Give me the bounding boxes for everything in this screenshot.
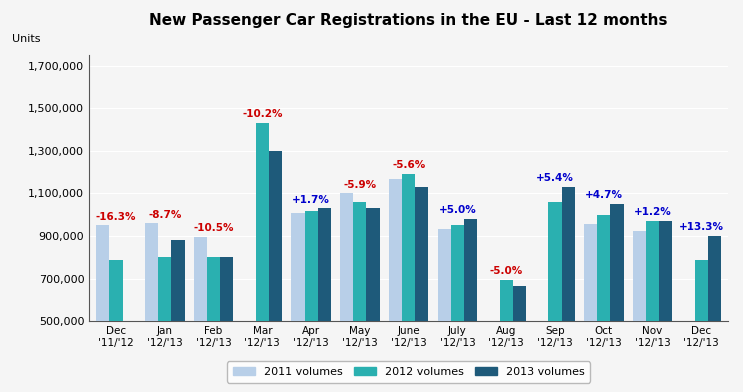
Bar [366,209,380,321]
Bar [464,219,477,321]
Text: +13.3%: +13.3% [679,222,724,232]
Text: -5.0%: -5.0% [490,266,523,276]
Title: New Passenger Car Registrations in the EU - Last 12 months: New Passenger Car Registrations in the E… [149,13,668,28]
Bar [353,202,366,321]
Bar [562,187,575,321]
Text: -5.6%: -5.6% [392,160,425,171]
Bar [646,221,659,321]
Text: +4.7%: +4.7% [585,190,623,200]
Bar [158,258,172,321]
Bar [402,174,415,321]
Bar [415,187,429,321]
Text: +1.2%: +1.2% [634,207,672,218]
Text: +5.4%: +5.4% [536,173,574,183]
Bar [548,202,562,321]
Bar [318,209,331,321]
Text: Units: Units [13,34,41,44]
Bar [438,229,451,321]
Bar [340,194,353,321]
Bar [305,211,318,321]
Bar [269,151,282,321]
Text: -16.3%: -16.3% [96,212,136,221]
Bar [256,123,269,321]
Bar [695,260,708,321]
Bar [633,231,646,321]
Bar [109,260,123,321]
Text: -10.2%: -10.2% [242,109,282,119]
Bar [584,224,597,321]
Bar [220,258,233,321]
Bar [194,237,207,321]
Bar [513,286,526,321]
Bar [451,225,464,321]
Bar [659,221,672,321]
Text: -10.5%: -10.5% [193,223,234,233]
Text: +1.7%: +1.7% [292,194,330,205]
Text: -5.9%: -5.9% [343,180,377,190]
Bar [499,280,513,321]
Bar [610,204,623,321]
Legend: 2011 volumes, 2012 volumes, 2013 volumes: 2011 volumes, 2012 volumes, 2013 volumes [227,361,590,383]
Bar [291,213,305,321]
Text: +5.0%: +5.0% [438,205,476,215]
Bar [597,215,610,321]
Bar [389,179,402,321]
Bar [172,240,184,321]
Bar [145,223,158,321]
Bar [207,258,220,321]
Text: -8.7%: -8.7% [148,209,181,220]
Bar [97,225,109,321]
Bar [708,236,721,321]
